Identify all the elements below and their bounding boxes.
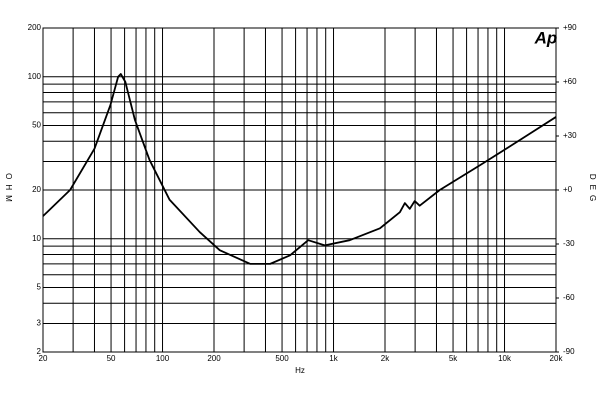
y-tick-label: 100 bbox=[28, 72, 42, 81]
y2-tick-label: -90 bbox=[563, 347, 575, 356]
y-tick-label: 20 bbox=[32, 185, 41, 194]
y-tick-label: 3 bbox=[37, 319, 42, 328]
x-tick-label: 1k bbox=[329, 354, 338, 363]
x-tick-label: 2k bbox=[381, 354, 390, 363]
impedance-curve bbox=[42, 73, 557, 265]
y2-tick-label: +30 bbox=[563, 131, 577, 140]
x-tick-label: 20k bbox=[550, 354, 564, 363]
x-tick-label: 5k bbox=[449, 354, 458, 363]
y-tick-label: 200 bbox=[28, 23, 42, 32]
x-tick-label: 50 bbox=[107, 354, 116, 363]
y-tick-label: 50 bbox=[32, 121, 41, 130]
x-tick-label: 200 bbox=[207, 354, 221, 363]
y-axis-label: OHM bbox=[4, 173, 13, 207]
y-tick-label: 2 bbox=[37, 347, 42, 356]
x-tick-label: 100 bbox=[156, 354, 170, 363]
x-axis-label: Hz bbox=[295, 366, 305, 375]
x-tick-label: 20 bbox=[39, 354, 48, 363]
x-tick-label: 500 bbox=[275, 354, 289, 363]
x-tick-label: 10k bbox=[498, 354, 512, 363]
y2-tick-label: +60 bbox=[563, 77, 577, 86]
y2-axis-label: DEG bbox=[588, 174, 597, 206]
logo: Ap bbox=[534, 28, 558, 47]
y2-tick-label: +90 bbox=[563, 23, 577, 32]
y2-tick-label: -60 bbox=[563, 293, 575, 302]
y-tick-label: 10 bbox=[32, 234, 41, 243]
y2-tick-label: -30 bbox=[563, 239, 575, 248]
y2-tick-label: +0 bbox=[563, 185, 573, 194]
y-tick-label: 5 bbox=[37, 283, 42, 292]
